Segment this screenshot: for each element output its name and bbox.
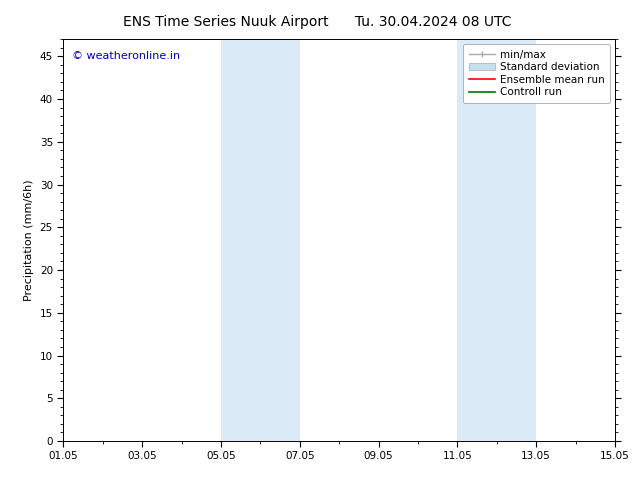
Bar — [221, 39, 300, 441]
Bar — [457, 39, 536, 441]
Y-axis label: Precipitation (mm/6h): Precipitation (mm/6h) — [24, 179, 34, 301]
Text: © weatheronline.in: © weatheronline.in — [72, 51, 180, 61]
Text: ENS Time Series Nuuk Airport      Tu. 30.04.2024 08 UTC: ENS Time Series Nuuk Airport Tu. 30.04.2… — [123, 15, 511, 29]
Legend: min/max, Standard deviation, Ensemble mean run, Controll run: min/max, Standard deviation, Ensemble me… — [463, 45, 610, 102]
